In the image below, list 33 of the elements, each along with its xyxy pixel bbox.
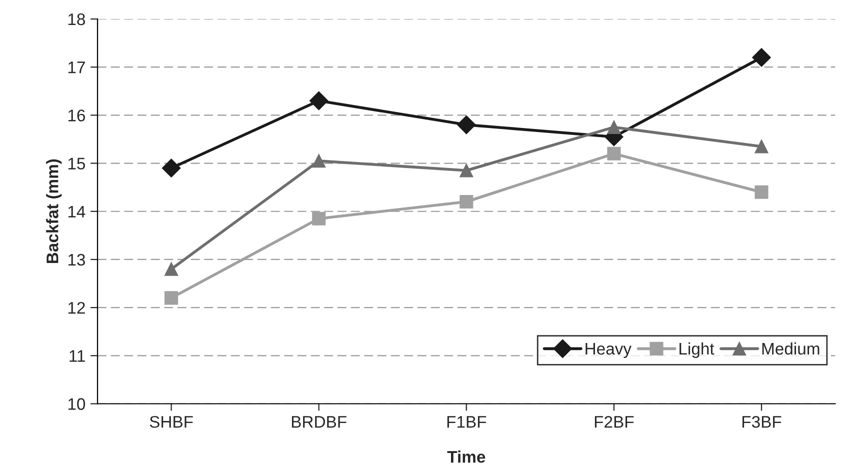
point	[460, 164, 474, 178]
x-tick-label: F1BF	[447, 416, 486, 428]
legend-label: Heavy	[586, 343, 632, 358]
x-axis-title: Time	[447, 450, 486, 463]
y-tick-label: 18	[68, 13, 85, 26]
point	[309, 91, 328, 110]
point	[754, 140, 768, 154]
legend-label: Medium	[762, 342, 820, 355]
point	[162, 158, 181, 178]
point	[607, 120, 621, 134]
y-tick-label: 10	[68, 398, 86, 410]
point	[607, 146, 621, 160]
y-tick-label: 14	[68, 206, 86, 218]
y-tick-label: 11	[70, 350, 85, 362]
point	[754, 185, 768, 199]
point	[164, 262, 178, 276]
point	[312, 212, 326, 226]
point	[460, 194, 474, 209]
point	[312, 154, 326, 168]
point	[457, 115, 476, 134]
y-tick-label: 13	[68, 254, 85, 266]
y-tick-label: 12	[68, 302, 85, 314]
y-tick-label: 15	[68, 158, 86, 170]
point	[164, 291, 178, 305]
x-tick-label: F3BF	[742, 416, 782, 428]
point	[752, 48, 771, 67]
y-tick-label: 17	[68, 62, 85, 74]
y-axis-title: Backfat (mm)	[46, 159, 62, 264]
x-tick-label: F2BF	[594, 416, 634, 428]
legend-label: Light	[680, 342, 714, 358]
x-tick-label: SHBF	[150, 416, 193, 428]
y-tick-label: 16	[68, 110, 85, 122]
x-tick-label: BRDBF	[292, 416, 346, 428]
